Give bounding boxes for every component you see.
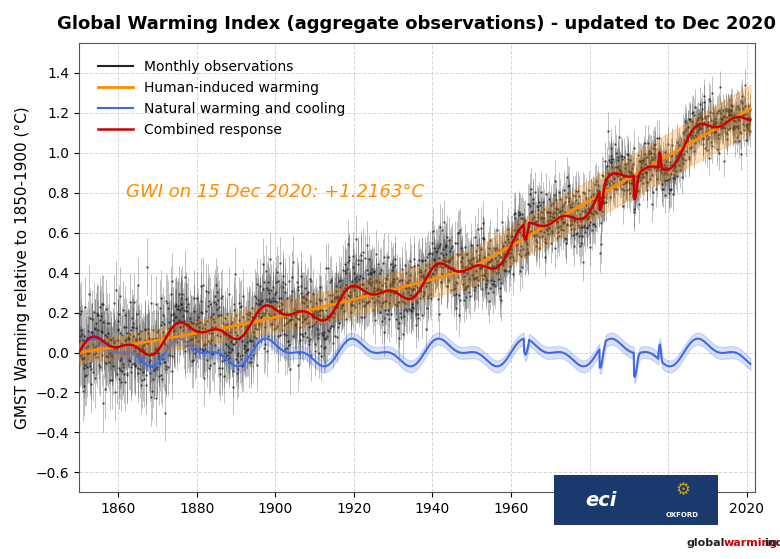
Text: global: global bbox=[686, 538, 725, 548]
Text: warming: warming bbox=[724, 538, 778, 548]
Text: index: index bbox=[764, 538, 780, 548]
Text: OXFORD: OXFORD bbox=[666, 513, 699, 518]
Title: Global Warming Index (aggregate observations) - updated to Dec 2020: Global Warming Index (aggregate observat… bbox=[57, 15, 776, 33]
Legend: Monthly observations, Human-induced warming, Natural warming and cooling, Combin: Monthly observations, Human-induced warm… bbox=[93, 54, 351, 143]
Y-axis label: GMST Warming relative to 1850-1900 (°C): GMST Warming relative to 1850-1900 (°C) bbox=[15, 106, 30, 429]
Text: eci: eci bbox=[585, 491, 616, 510]
Text: GWI on 15 Dec 2020: +1.2163°C: GWI on 15 Dec 2020: +1.2163°C bbox=[126, 183, 424, 201]
Text: ⚙: ⚙ bbox=[675, 481, 690, 499]
